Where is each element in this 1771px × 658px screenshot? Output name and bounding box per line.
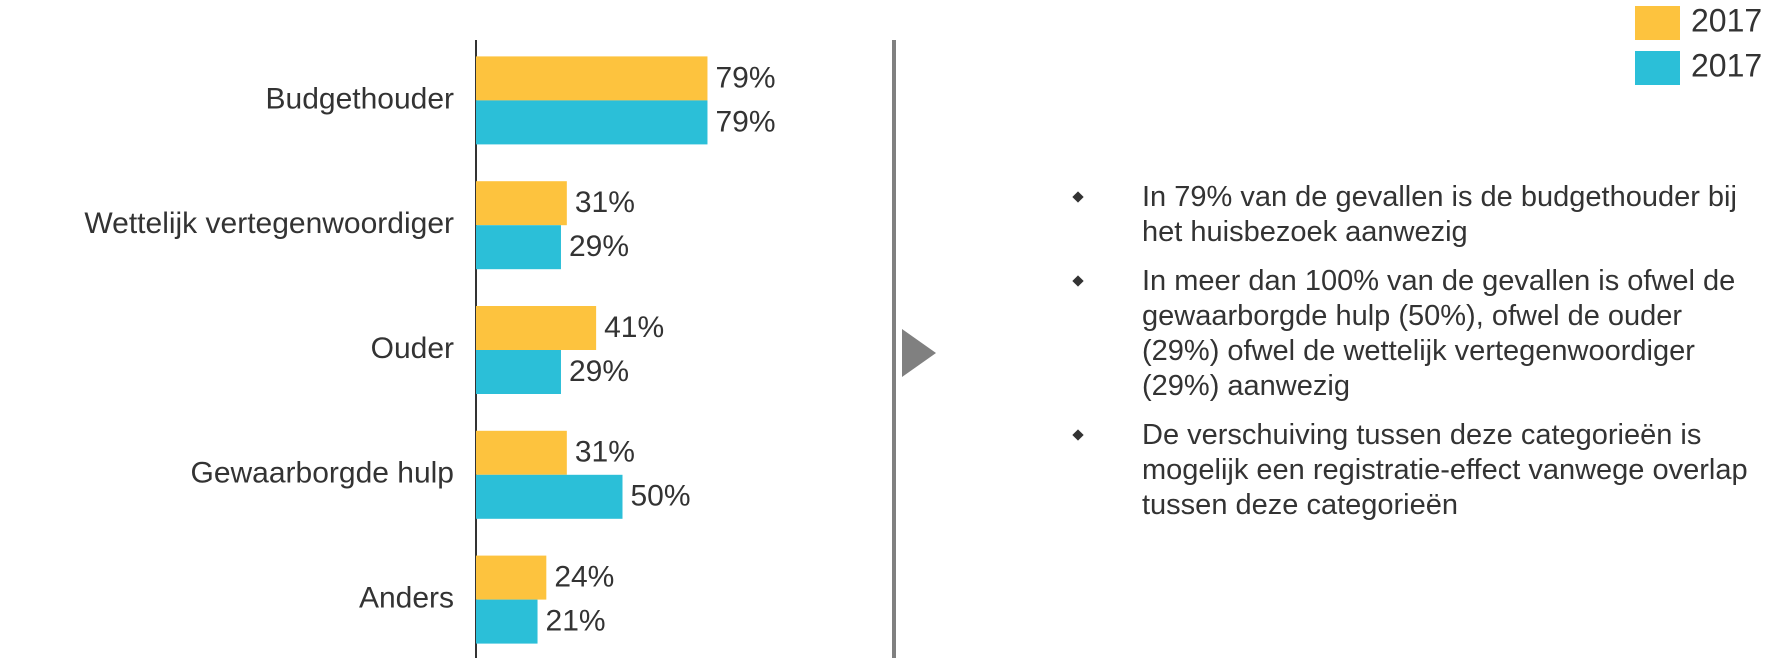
value-label: 31% [575, 186, 635, 219]
category-label: Wettelijk vertegenwoordiger [84, 207, 454, 240]
legend-swatch [1635, 51, 1680, 85]
value-label: 21% [546, 605, 606, 638]
bar [476, 350, 561, 394]
bar [476, 474, 623, 519]
bar [476, 430, 567, 475]
bar [476, 599, 538, 644]
arrow [902, 329, 936, 377]
legend-label: 2017 [1691, 47, 1762, 83]
value-label: 79% [715, 61, 775, 94]
value-label: 79% [715, 105, 775, 138]
category-label: Anders [359, 582, 454, 615]
category-label: Gewaarborgde hulp [190, 457, 454, 490]
bullet: In 79% van de gevallen is de budgethoude… [1070, 180, 1760, 250]
bar [476, 181, 567, 226]
bullet: De verschuiving tussen deze categorieën … [1070, 418, 1760, 523]
value-label: 31% [575, 436, 635, 469]
category-label: Budgethouder [266, 82, 455, 115]
value-label: 29% [569, 355, 629, 388]
bullet-list: In 79% van de gevallen is de budgethoude… [1070, 180, 1760, 537]
category-label: Ouder [371, 332, 454, 365]
bar [476, 56, 708, 101]
bar [476, 225, 561, 270]
value-label: 24% [554, 561, 614, 594]
legend-swatch [1635, 6, 1680, 40]
value-label: 29% [569, 230, 629, 263]
bar [476, 555, 547, 600]
bar [476, 100, 708, 145]
value-label: 41% [604, 311, 664, 344]
bar [476, 306, 597, 350]
value-label: 50% [631, 480, 691, 513]
legend-label: 2017 [1691, 2, 1762, 38]
bullet: In meer dan 100% van de gevallen is ofwe… [1070, 264, 1760, 404]
